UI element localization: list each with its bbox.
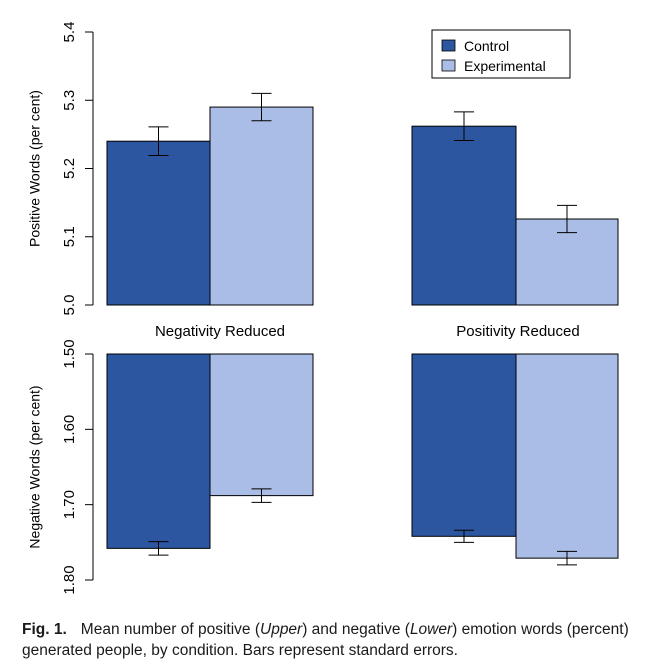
bar-control [106,140,211,306]
figure-caption: Fig. 1. Mean number of positive (Upper) a… [22,619,632,661]
legend-label-control: Control [464,38,509,54]
y-axis-title: Negative Words (per cent) [27,385,43,548]
bar-experimental [209,353,314,497]
y-tick-label: 1.50 [61,339,78,368]
bar-control [411,353,517,537]
bar-control [411,125,517,306]
bar-experimental [515,218,619,306]
y-tick-label: 5.0 [61,295,78,316]
y-tick-label: 5.4 [61,22,78,43]
legend-label-experimental: Experimental [464,58,546,74]
legend-swatch-control [441,39,456,52]
y-tick-label: 1.80 [61,565,78,594]
legend-swatch-experimental [441,59,456,72]
upper-panel: 5.0 5.1 5.2 5.3 5.4 Positive Words (per cent) [27,22,619,316]
figure-chart: 5.0 5.1 5.2 5.3 5.4 Positive Words (per cent)… [27,22,619,595]
y-tick-label: 1.70 [61,490,78,519]
category-label-positivity-reduced: Positivity Reduced [456,323,579,340]
y-tick-label: 5.2 [61,158,78,179]
caption-text-1: Mean number of positive ( [80,621,260,638]
bar-control [106,353,211,549]
caption-text-3: ) emotion words (percent) generated peop… [22,621,629,659]
lower-panel: 1.50 1.60 1.70 1.80 Negative Words (per cent… [27,339,619,595]
bar-experimental [209,106,314,306]
caption-upper: Upper [260,621,303,638]
category-label-negativity-reduced: Negativity Reduced [155,323,285,340]
category-labels: Negativity Reduced Positivity Reduced [155,323,580,340]
y-tick-label: 5.3 [61,90,78,111]
legend: Control Experimental [431,29,571,79]
y-tick-label: 1.60 [61,415,78,444]
y-axis-title: Positive Words (per cent) [27,90,43,247]
caption-label: Fig. 1. [22,621,67,638]
caption-text-2: ) and negative ( [302,621,410,638]
caption-lower: Lower [409,621,453,638]
bar-experimental [515,353,619,559]
y-tick-label: 5.1 [61,226,78,247]
